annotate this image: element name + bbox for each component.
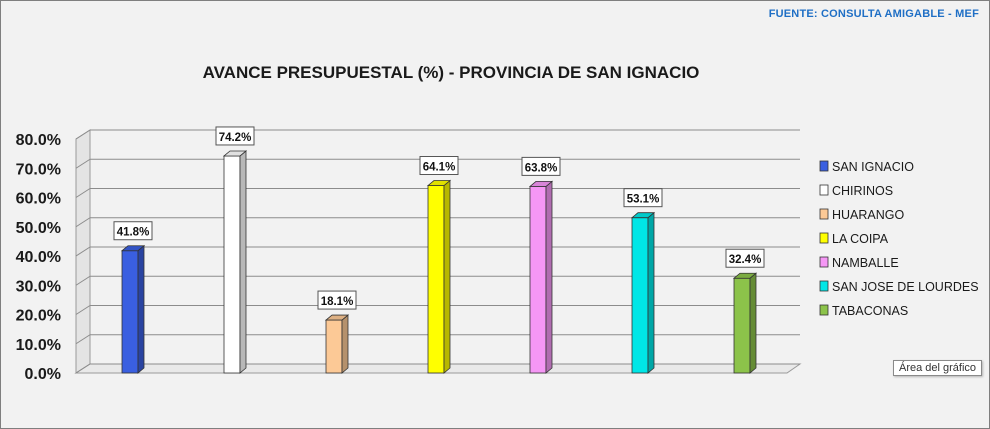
- data-label: 18.1%: [321, 296, 354, 308]
- legend-swatch: [819, 184, 829, 196]
- legend-swatch: [819, 304, 829, 316]
- chart-area-tooltip: Área del gráfico: [893, 360, 983, 376]
- gridline-diagonal: [75, 363, 91, 374]
- source-note: FUENTE: CONSULTA AMIGABLE - MEF: [768, 8, 979, 20]
- bar: [733, 277, 751, 374]
- legend-label: NAMBALLE: [832, 256, 899, 270]
- legend-swatch: [819, 280, 829, 292]
- bar-side: [239, 150, 247, 374]
- y-tick-label: 80.0%: [16, 132, 61, 149]
- legend-label: HUARANGO: [832, 208, 905, 222]
- legend-swatch: [819, 208, 829, 220]
- legend-swatch: [819, 160, 829, 172]
- gridline-diagonal: [75, 334, 91, 345]
- data-label: 41.8%: [117, 227, 150, 239]
- legend-label: SAN JOSE DE LOURDES: [832, 280, 979, 294]
- bar-top: [732, 272, 758, 279]
- y-tick-label: 20.0%: [16, 308, 61, 325]
- bar-top: [426, 180, 452, 186]
- bar-side: [137, 244, 145, 374]
- data-label-box: [113, 221, 153, 241]
- data-label: 74.2%: [219, 132, 252, 144]
- bar-top: [120, 245, 146, 252]
- gridline-diagonal: [75, 129, 91, 140]
- legend-label: SAN IGNACIO: [832, 160, 914, 174]
- legend-label: TABACONAS: [832, 304, 908, 318]
- bar: [427, 185, 445, 374]
- data-label-box: [317, 290, 357, 310]
- y-tick-label: 0.0%: [25, 366, 61, 383]
- legend-swatch: [819, 232, 829, 244]
- data-label-box: [521, 156, 561, 176]
- bar-side: [341, 314, 349, 374]
- bar-side: [749, 272, 757, 374]
- gridline-diagonal: [75, 246, 91, 257]
- data-label: 53.1%: [627, 194, 660, 206]
- bar-top: [324, 314, 350, 321]
- data-label: 32.4%: [729, 254, 762, 266]
- gridline-diagonal: [75, 188, 91, 198]
- data-label-box: [215, 126, 255, 146]
- y-tick-label: 30.0%: [16, 278, 61, 295]
- data-label-box: [725, 248, 765, 268]
- gridline-diagonal: [75, 158, 91, 169]
- y-tick-label: 10.0%: [16, 337, 61, 354]
- y-tick-label: 70.0%: [16, 161, 61, 178]
- data-label-box: [419, 156, 459, 176]
- bar-top: [528, 180, 554, 187]
- bar-top: [630, 212, 656, 219]
- bar: [121, 250, 139, 374]
- bar: [325, 319, 343, 374]
- y-tick-label: 40.0%: [16, 249, 61, 266]
- bar: [631, 217, 649, 374]
- gridline-diagonal: [75, 305, 91, 315]
- bar-top: [222, 150, 248, 157]
- y-tick-label: 50.0%: [16, 220, 61, 237]
- data-label: 64.1%: [423, 162, 456, 174]
- bar: [223, 155, 241, 374]
- bar-side: [647, 211, 655, 374]
- gridline-diagonal: [75, 275, 91, 286]
- data-label-box: [623, 188, 663, 208]
- legend-label: CHIRINOS: [832, 184, 893, 198]
- y-tick-label: 60.0%: [16, 191, 61, 208]
- bar-side: [545, 180, 553, 374]
- bar-side: [443, 179, 451, 374]
- chart-title: AVANCE PRESUPUESTAL (%) - PROVINCIA DE S…: [202, 63, 700, 82]
- bar: [529, 185, 547, 374]
- legend-label: LA COIPA: [832, 232, 889, 246]
- gridline-diagonal: [75, 217, 91, 228]
- data-label: 63.8%: [525, 162, 558, 174]
- legend-swatch: [819, 256, 829, 268]
